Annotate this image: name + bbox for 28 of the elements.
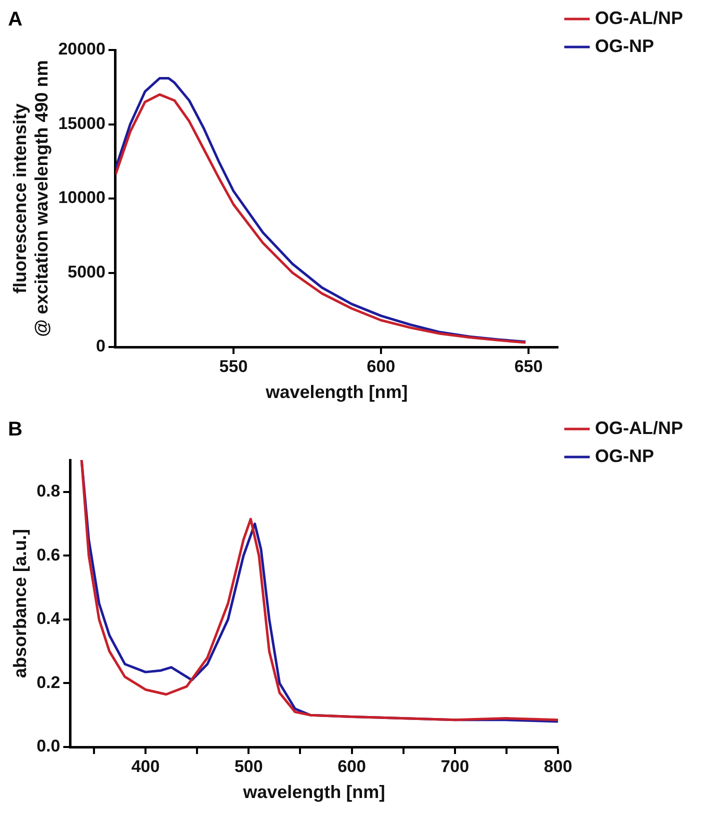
y-tick-label: 0.2 bbox=[36, 672, 60, 692]
chart-title: A bbox=[8, 8, 22, 31]
x-tick-label: 700 bbox=[440, 756, 470, 776]
y-axis-title: absorbance [a.u.] bbox=[10, 528, 30, 678]
y-tick-label: 0 bbox=[96, 336, 106, 356]
y-tick-label: 0.0 bbox=[36, 736, 60, 756]
y-tick-label: 20000 bbox=[58, 40, 106, 59]
x-tick-label: 400 bbox=[131, 756, 160, 776]
y-tick-label: 5000 bbox=[68, 262, 106, 282]
chart-title: B bbox=[8, 418, 22, 441]
legend-label: OG-AL/NP bbox=[595, 8, 684, 28]
x-tick-label: 500 bbox=[234, 756, 263, 776]
x-axis-title: wavelength [nm] bbox=[242, 782, 386, 802]
y-tick-label: 0.6 bbox=[36, 545, 60, 564]
x-tick-label: 600 bbox=[338, 756, 366, 776]
y-tick-label: 15000 bbox=[58, 114, 106, 133]
y-tick-label: 10000 bbox=[58, 188, 106, 208]
y-tick-label: 0.8 bbox=[36, 482, 60, 501]
x-tick-label: 650 bbox=[514, 356, 543, 376]
y-axis-title: fluorescence intensity @ excitation wavelength 490 nm bbox=[10, 60, 52, 337]
x-axis-title: wavelength [nm] bbox=[264, 382, 408, 402]
legend-label: OG-AL/NP bbox=[595, 418, 684, 438]
y-tick-label: 0.4 bbox=[36, 609, 61, 628]
legend-label: OG-NP bbox=[595, 446, 654, 466]
x-tick-label: 600 bbox=[366, 356, 396, 376]
x-tick-label: 800 bbox=[544, 756, 572, 776]
legend-label: OG-NP bbox=[595, 36, 654, 56]
x-tick-label: 550 bbox=[219, 356, 248, 376]
